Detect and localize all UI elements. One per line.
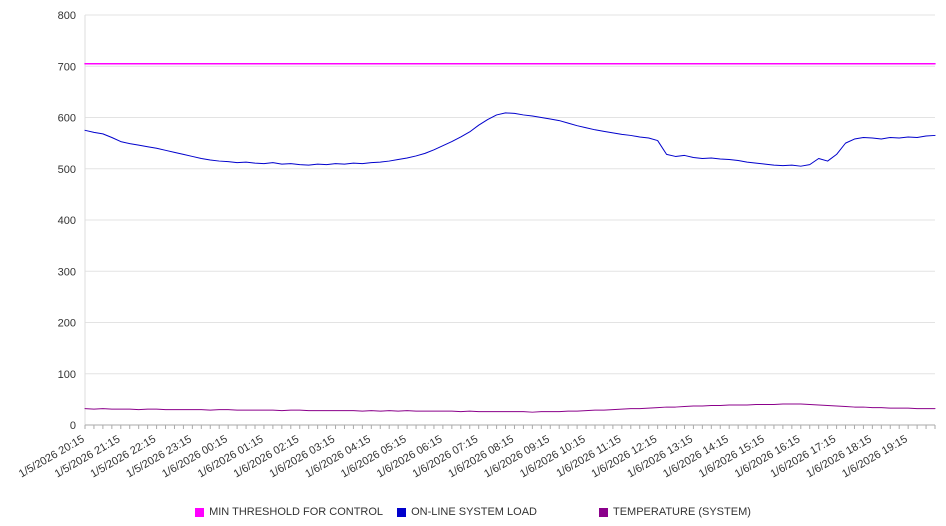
y-axis-tick-label: 600	[58, 113, 76, 125]
y-axis-tick-label: 400	[58, 215, 76, 227]
chart-legend: MIN THRESHOLD FOR CONTROL ON-LINE SYSTEM …	[0, 506, 946, 518]
y-axis-tick-label: 100	[58, 369, 76, 381]
y-axis-tick-label: 500	[58, 164, 76, 176]
legend-swatch-icon	[195, 507, 205, 517]
y-axis-tick-label: 700	[58, 61, 76, 73]
legend-item-temperature-system-[interactable]: TEMPERATURE (SYSTEM)	[598, 506, 751, 518]
y-axis-tick-label: 200	[58, 318, 76, 330]
legend-swatch-icon	[397, 507, 407, 517]
legend-label: MIN THRESHOLD FOR CONTROL	[209, 506, 384, 518]
legend-label: ON-LINE SYSTEM LOAD	[411, 506, 537, 518]
series-line-on-line-system-load	[84, 112, 936, 167]
legend-item-on-line-system-load[interactable]: ON-LINE SYSTEM LOAD	[397, 506, 537, 518]
series-line-temperature-system-	[84, 403, 936, 413]
y-axis-tick-label: 0	[70, 420, 76, 432]
legend-item-min-threshold-for-control[interactable]: MIN THRESHOLD FOR CONTROL	[195, 506, 383, 518]
y-axis-tick-label: 300	[58, 266, 76, 278]
legend-swatch-icon	[598, 507, 608, 517]
legend-label: TEMPERATURE (SYSTEM)	[612, 506, 751, 518]
y-axis-tick-label: 800	[58, 10, 76, 22]
